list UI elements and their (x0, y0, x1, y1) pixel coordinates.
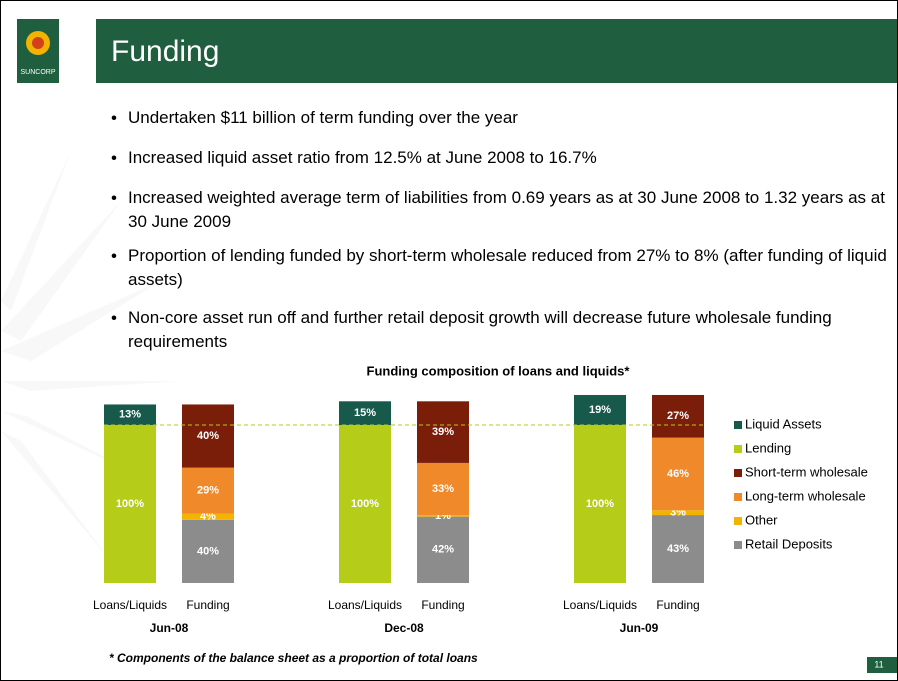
bullet-line: 30 June 2009 (128, 212, 231, 231)
value-label: 40% (197, 430, 219, 442)
legend-label: Short-term wholesale (745, 464, 868, 479)
chart-title: Funding composition of loans and liquids… (367, 363, 631, 378)
bullet-dot: • (111, 148, 117, 167)
bullet-dot: • (111, 308, 117, 327)
bullet-line: Increased weighted average term of liabi… (128, 188, 885, 207)
value-label: 46% (667, 468, 689, 480)
logo-core (32, 37, 44, 49)
value-label: 100% (351, 498, 379, 510)
page-title: Funding (111, 35, 219, 68)
value-label: 15% (354, 407, 376, 419)
legend-swatch (734, 493, 742, 501)
bullet-line: assets) (128, 270, 183, 289)
value-label: 42% (432, 544, 454, 556)
footnote: * Components of the balance sheet as a p… (109, 651, 478, 665)
bullet-dot: • (111, 246, 117, 265)
page-number: 11 (874, 659, 883, 669)
x-tick-label: Loans/Liquids (563, 598, 637, 612)
value-label: 27% (667, 410, 689, 422)
x-tick-label: Funding (186, 598, 229, 612)
value-label: 40% (197, 545, 219, 557)
chart: SUNCORP Funding • Undertaken $11 billion … (1, 1, 897, 680)
x-tick-label: Funding (656, 598, 699, 612)
legend-swatch (734, 445, 742, 453)
bullet-line: Increased liquid asset ratio from 12.5% … (128, 148, 597, 167)
logo-text: SUNCORP (20, 69, 55, 76)
x-tick-label: Loans/Liquids (328, 598, 402, 612)
bullets: • Undertaken $11 billion of term funding … (111, 108, 887, 351)
legend-swatch (734, 421, 742, 429)
legend-label: Other (745, 512, 778, 527)
x-tick-label: Loans/Liquids (93, 598, 167, 612)
value-label: 13% (119, 409, 141, 421)
legend-swatch (734, 541, 742, 549)
bullet-text: Increased weighted average term of liabi… (128, 188, 885, 231)
group-label: Jun-08 (150, 621, 189, 635)
bullet-text: Non-core asset run off and further retai… (128, 308, 832, 351)
value-label: 39% (432, 426, 454, 438)
bullet-line: Proportion of lending funded by short-te… (128, 246, 887, 265)
slide: SUNCORP Funding • Undertaken $11 billion … (0, 0, 898, 681)
legend-swatch (734, 517, 742, 525)
legend-label: Lending (745, 440, 791, 455)
legend-label: Liquid Assets (745, 416, 822, 431)
group-label: Jun-09 (620, 621, 659, 635)
bullet-dot: • (111, 188, 117, 207)
group-label: Dec-08 (384, 621, 424, 635)
bullet-text: Proportion of lending funded by short-te… (128, 246, 887, 289)
value-label: 100% (586, 498, 614, 510)
bullet-dot: • (111, 108, 117, 127)
value-label: 19% (589, 404, 611, 416)
value-label: 33% (432, 483, 454, 495)
x-tick-label: Funding (421, 598, 464, 612)
value-label: 100% (116, 498, 144, 510)
value-label: 29% (197, 484, 219, 496)
bullet-line: requirements (128, 332, 227, 351)
bullet-text: Increased liquid asset ratio from 12.5% … (128, 148, 597, 167)
legend-swatch (734, 469, 742, 477)
bullet-line: Undertaken $11 billion of term funding o… (128, 108, 518, 127)
legend-label: Long-term wholesale (745, 488, 866, 503)
bullet-line: Non-core asset run off and further retai… (128, 308, 832, 327)
bullet-text: Undertaken $11 billion of term funding o… (128, 108, 518, 127)
legend-label: Retail Deposits (745, 536, 833, 551)
value-label: 43% (667, 543, 689, 555)
